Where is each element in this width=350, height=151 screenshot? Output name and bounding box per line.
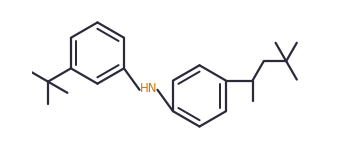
Text: HN: HN — [140, 82, 157, 95]
